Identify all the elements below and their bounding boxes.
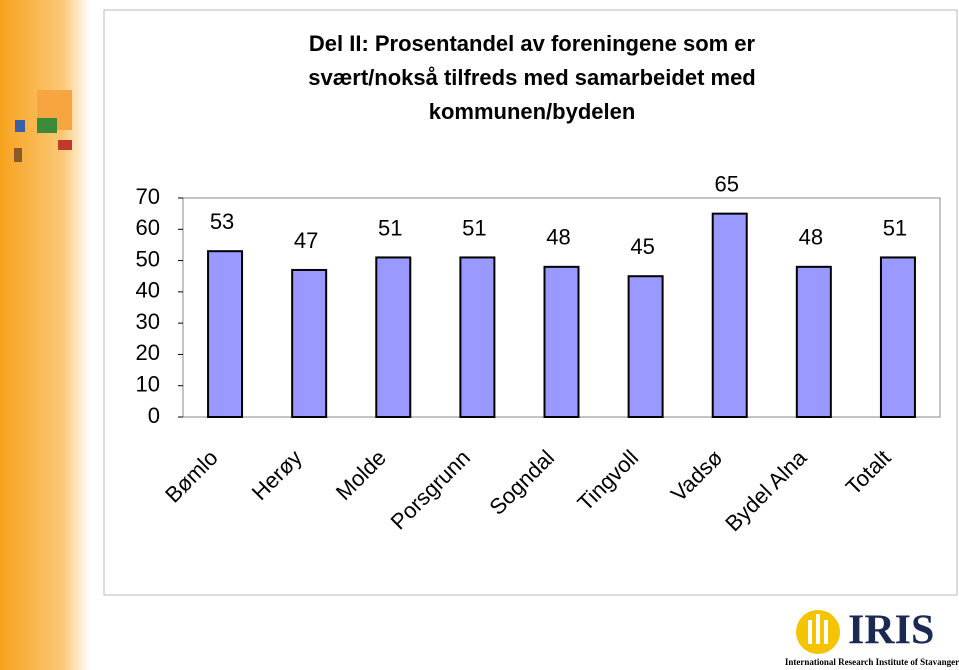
decor xyxy=(15,120,25,132)
title-line: svært/nokså tilfreds med samarbeidet med xyxy=(308,65,756,90)
data-label: 51 xyxy=(462,215,486,240)
decor xyxy=(37,118,57,133)
data-label: 47 xyxy=(294,228,318,253)
bar xyxy=(375,256,412,419)
y-tick-label: 10 xyxy=(136,372,160,397)
y-tick-label: 70 xyxy=(136,184,160,209)
bar xyxy=(291,268,328,419)
y-tick-label: 50 xyxy=(136,246,160,271)
logo-icon xyxy=(824,620,828,644)
logo: IRIS International Research Institute of… xyxy=(785,608,959,667)
logo-icon xyxy=(816,614,820,644)
bar xyxy=(795,265,832,419)
data-label: 45 xyxy=(630,234,654,259)
chart-title: Del II: Prosentandel av foreningene som … xyxy=(308,31,756,124)
data-label: 51 xyxy=(883,215,907,240)
y-tick-label: 20 xyxy=(136,340,160,365)
logo-icon xyxy=(808,620,812,644)
y-tick-label: 60 xyxy=(136,215,160,240)
y-tick-label: 30 xyxy=(136,309,160,334)
title-line: kommunen/bydelen xyxy=(429,99,636,124)
bar xyxy=(711,212,748,418)
data-label: 65 xyxy=(714,171,738,196)
bar xyxy=(879,256,916,419)
y-tick-label: 40 xyxy=(136,278,160,303)
data-label: 48 xyxy=(546,225,570,250)
data-label: 51 xyxy=(378,215,402,240)
logo-name: IRIS xyxy=(848,608,934,654)
bar xyxy=(207,250,244,418)
decor xyxy=(14,148,22,162)
decor xyxy=(58,140,72,150)
bar xyxy=(459,256,496,419)
title-line: Del II: Prosentandel av foreningene som … xyxy=(309,31,756,56)
data-label: 53 xyxy=(210,209,234,234)
logo-caption: International Research Institute of Stav… xyxy=(785,657,959,667)
bar xyxy=(627,275,664,419)
data-label: 48 xyxy=(799,225,823,250)
y-tick-label: 0 xyxy=(148,403,160,428)
bar xyxy=(543,265,580,419)
